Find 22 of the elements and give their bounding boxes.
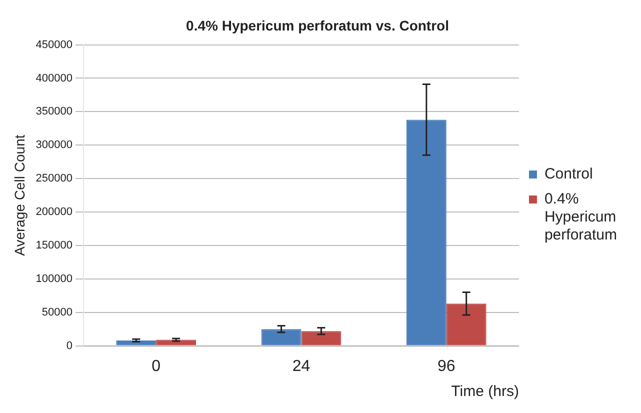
- legend-label: Control: [544, 166, 593, 183]
- y-tick-label: 50000: [42, 306, 73, 318]
- x-tick-label: 96: [437, 358, 456, 375]
- y-tick-label: 350000: [36, 106, 73, 118]
- bar: [261, 329, 302, 346]
- bar: [406, 120, 446, 346]
- y-tick-label: 400000: [36, 72, 73, 84]
- bar: [301, 331, 342, 346]
- y-tick-label: 300000: [36, 139, 73, 152]
- y-axis-title: Average Cell Count: [11, 134, 28, 256]
- chart-title: 0.4% Hypericum perforatum vs. Control: [186, 17, 449, 34]
- y-tick-label: 450000: [36, 38, 73, 51]
- x-tick-label: 24: [292, 358, 310, 375]
- y-tick-label: 100000: [36, 272, 73, 285]
- bar: [446, 304, 486, 346]
- x-tick-label: 0: [152, 358, 161, 375]
- y-tick-label: 0: [66, 340, 73, 352]
- legend-label: 0.4% Hypericum perforatum: [544, 190, 618, 244]
- x-axis-title: Time (hrs): [451, 383, 519, 400]
- y-tick-label: 250000: [36, 172, 73, 185]
- y-tick-label: 150000: [36, 240, 73, 252]
- y-tick-label: 200000: [36, 206, 73, 218]
